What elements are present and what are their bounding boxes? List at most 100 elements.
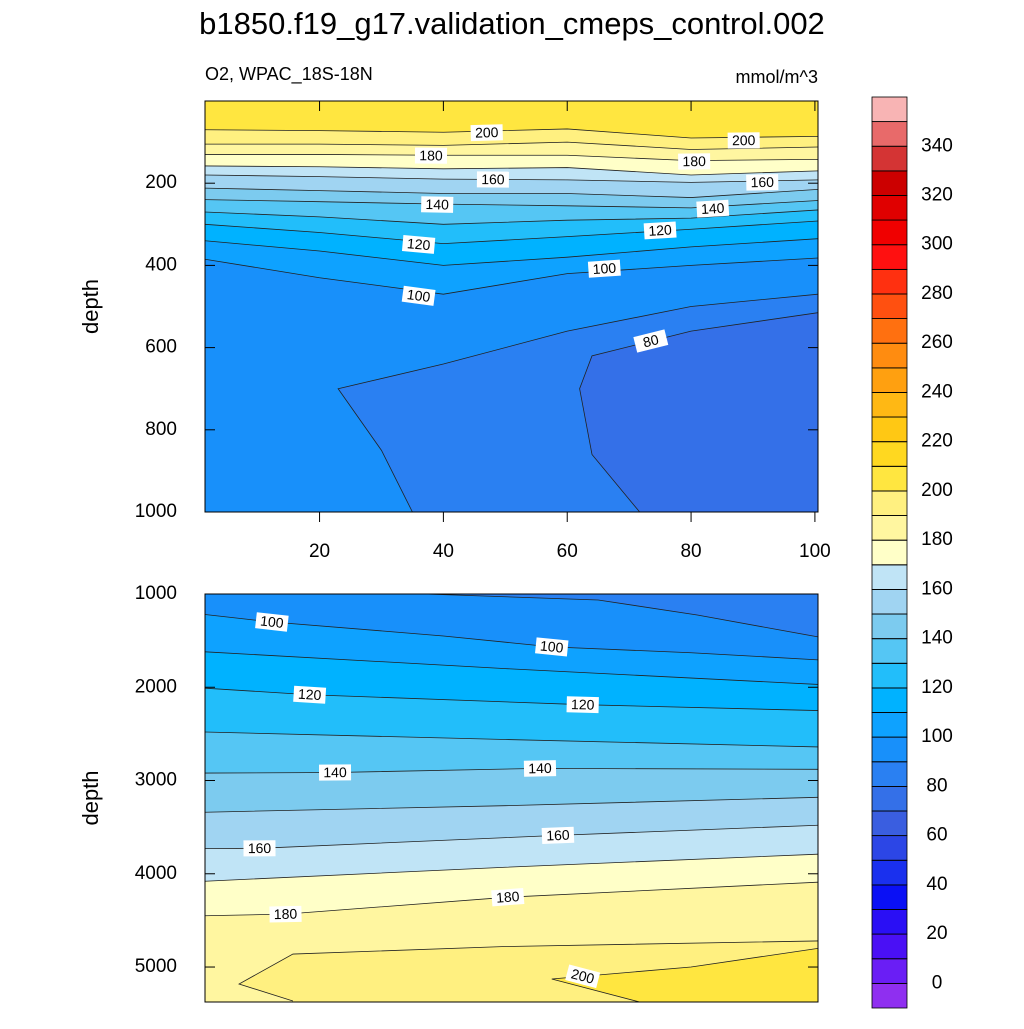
colorbar-box [871, 416, 908, 443]
contour-line [205, 594, 818, 638]
colorbar-box [871, 392, 908, 418]
contour-line [205, 238, 818, 266]
contour-label-group: 160 [243, 840, 276, 857]
contour-label-box [401, 285, 436, 306]
contour-line [579, 312, 818, 512]
contour-label-group: 160 [746, 174, 779, 191]
contour-label: 160 [750, 174, 774, 190]
colorbar-label: 80 [926, 775, 947, 796]
contour-label-box [535, 637, 569, 657]
contour-label: 100 [539, 637, 564, 655]
colorbar-box [871, 786, 908, 812]
contour-label-box [470, 124, 503, 142]
contour-fill [551, 948, 818, 1002]
colorbar-label: 340 [921, 135, 953, 156]
contour-label-box [643, 221, 677, 240]
colorbar-label: 120 [921, 677, 953, 698]
contour-line [205, 187, 818, 198]
contour-label-box [414, 147, 448, 164]
contour-label-group: 100 [401, 285, 436, 306]
colorbar-label: 200 [921, 480, 953, 501]
plot-area: 100 100 120 120 140 140 160 160 180 180 200 [205, 594, 818, 1002]
contour-label-group: 80 [633, 329, 669, 353]
colorbar-box [871, 318, 908, 344]
colorbar-box [871, 441, 908, 467]
colorbar-label: 40 [926, 874, 947, 895]
contour-label: 180 [682, 153, 706, 169]
contour-label: 100 [406, 286, 431, 305]
colorbar-box [871, 515, 908, 541]
contour-label: 160 [248, 840, 272, 856]
y-tick-label: 200 [145, 172, 177, 193]
colorbar-box [871, 367, 908, 393]
colorbar-box [871, 244, 908, 270]
contour-line [205, 257, 818, 295]
contour-label-group: 120 [401, 235, 436, 254]
colorbar-box [871, 170, 908, 196]
contour-label-box [243, 840, 276, 857]
contour-label-group: 160 [476, 171, 509, 188]
contour-label: 180 [274, 906, 298, 922]
y-axis-label: depth [78, 279, 103, 334]
contour-label: 200 [569, 965, 596, 986]
colorbar-box [871, 662, 908, 689]
contour-label-group: 180 [678, 153, 711, 170]
plot-area: 200 200 180 180 160 160 140 140 120 120 100 100 80 [205, 101, 818, 512]
colorbar-box [871, 810, 908, 837]
contour-label: 120 [298, 686, 323, 703]
x-tick-label: 40 [433, 541, 454, 562]
colorbar-box [871, 638, 908, 664]
contour-label: 180 [496, 888, 521, 906]
contour-label-group: 180 [269, 905, 302, 923]
colorbar-label: 280 [921, 283, 953, 304]
y-tick-label: 3000 [135, 770, 177, 791]
y-tick-label: 1000 [135, 501, 177, 522]
contour-label-group: 120 [566, 696, 599, 714]
colorbar-box [871, 736, 908, 763]
y-axis-label: depth [78, 770, 103, 825]
contour-label-box [727, 132, 760, 149]
contour-label: 120 [406, 235, 431, 253]
y-tick-label: 600 [145, 337, 177, 358]
contour-label: 180 [419, 147, 443, 163]
contour-label: 140 [425, 196, 449, 212]
plot-frame [204, 593, 819, 1003]
y-tick-label: 800 [145, 419, 177, 440]
contour-label-group: 180 [491, 887, 525, 907]
contour-line [205, 767, 818, 774]
colorbar-label: 140 [921, 628, 953, 649]
colorbar-box [871, 465, 908, 492]
colorbar-box [871, 539, 908, 566]
colorbar-label: 60 [926, 825, 947, 846]
colorbar-box [871, 933, 908, 960]
colorbar-label: 0 [932, 972, 943, 993]
colorbar-box [871, 268, 908, 295]
contour-label-group: 120 [643, 221, 677, 240]
subtitle-right: mmol/m^3 [736, 67, 818, 87]
y-tick-label: 2000 [135, 676, 177, 697]
contour-label-group: 140 [523, 760, 557, 777]
contour-label: 160 [481, 171, 505, 187]
subtitle-left: O2, WPAC_18S-18N [205, 64, 373, 85]
contour-label: 120 [648, 221, 672, 238]
contour-label-box [401, 235, 436, 254]
colorbar-box [871, 958, 908, 984]
contour-label-group: 140 [696, 200, 730, 218]
contour-label-group: 100 [587, 260, 621, 278]
contour-label-box [678, 153, 711, 170]
contour-label-box [293, 685, 327, 704]
contour-label-box [269, 905, 302, 923]
contour-label-group: 100 [535, 637, 569, 657]
contour-label: 100 [592, 260, 617, 278]
contour-label: 160 [546, 827, 570, 844]
contour-label-group: 100 [255, 612, 289, 632]
y-tick-label: 1000 [135, 583, 177, 604]
colorbar-label: 20 [926, 923, 947, 944]
contour-line [205, 154, 818, 161]
colorbar-box [871, 613, 908, 640]
contour-label: 120 [571, 696, 595, 713]
contour-line [205, 881, 818, 917]
colorbar-box [871, 859, 908, 886]
